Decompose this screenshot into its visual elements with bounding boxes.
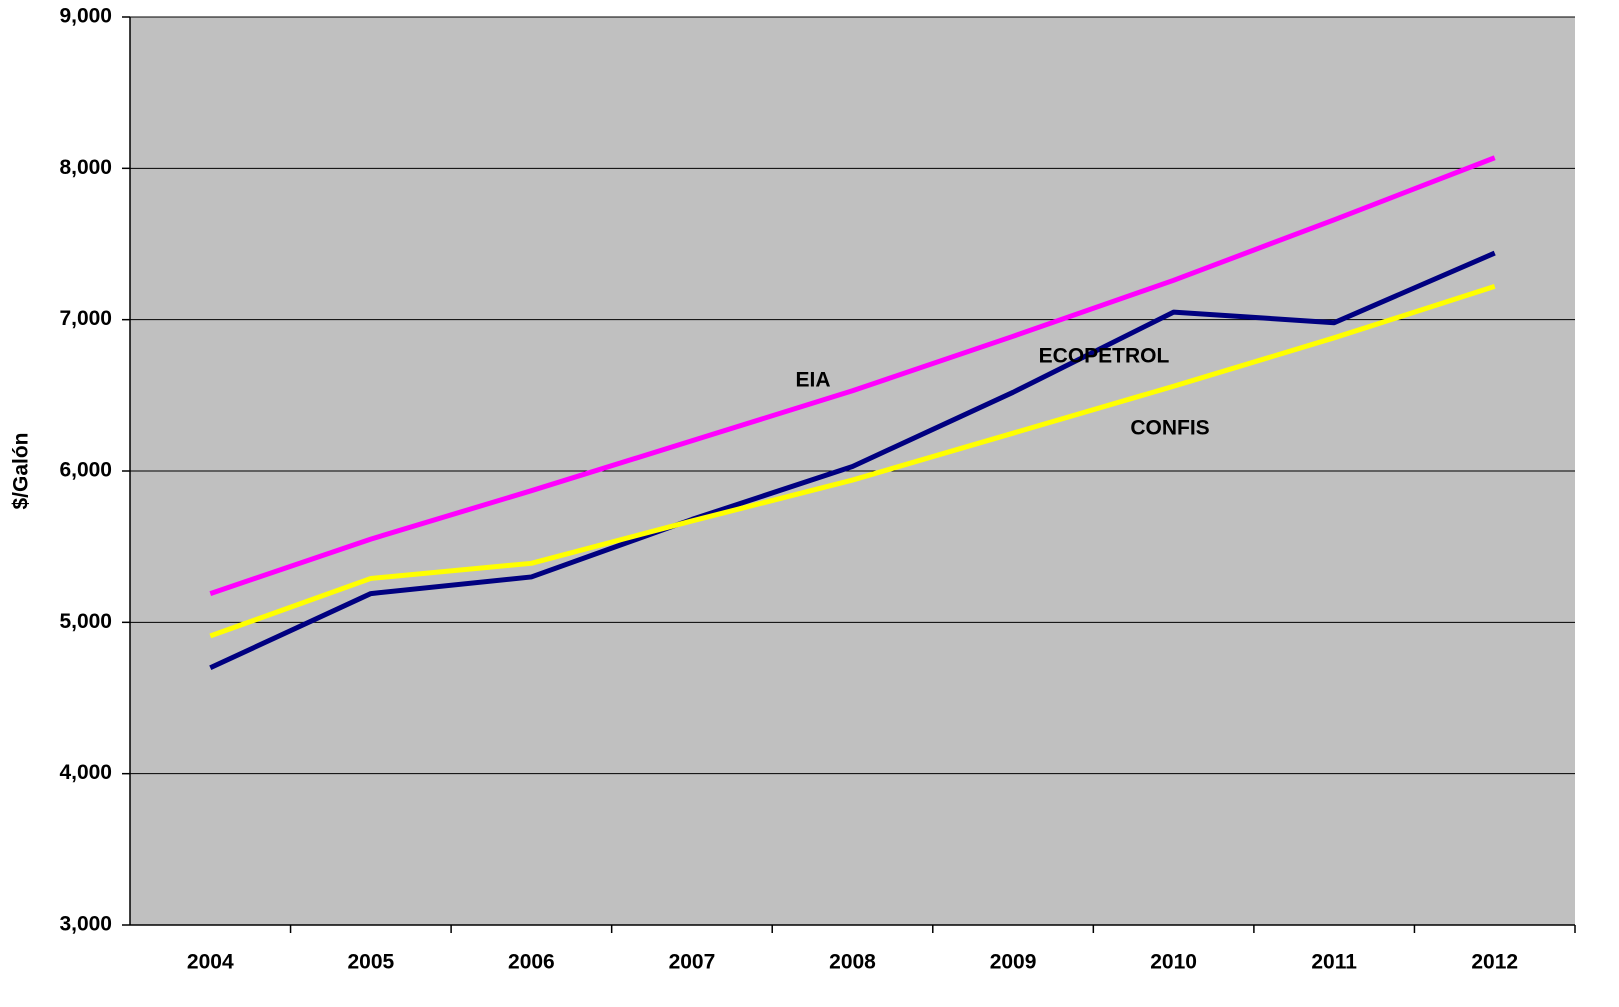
- series-label: CONFIS: [1130, 417, 1209, 440]
- y-tick-label: 7,000: [59, 307, 112, 330]
- y-tick-label: 4,000: [59, 761, 112, 784]
- y-tick-label: 5,000: [59, 610, 112, 633]
- series-line: [209, 155, 1496, 596]
- series-line: [209, 250, 1496, 671]
- y-tick-label: 6,000: [59, 459, 112, 482]
- y-tick-label: 9,000: [59, 5, 112, 28]
- x-tick-label: 2011: [1311, 951, 1357, 974]
- series-line: [209, 283, 1496, 639]
- series-label: EIA: [795, 369, 830, 392]
- x-tick-label: 2004: [187, 951, 234, 974]
- y-axis-label: $/Galón: [10, 432, 33, 509]
- x-tick-label: 2007: [669, 951, 716, 974]
- y-tick-label: 8,000: [59, 156, 112, 179]
- x-tick-label: 2005: [347, 951, 394, 974]
- x-tick-label: 2010: [1150, 951, 1197, 974]
- series-label: ECOPETROL: [1039, 345, 1170, 368]
- x-tick-label: 2006: [508, 951, 555, 974]
- y-tick-label: 3,000: [59, 913, 112, 936]
- x-tick-label: 2012: [1471, 951, 1518, 974]
- x-tick-label: 2008: [829, 951, 876, 974]
- x-tick-label: 2009: [990, 951, 1037, 974]
